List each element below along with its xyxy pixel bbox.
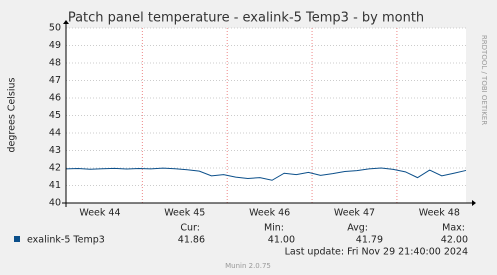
stat-header: Cur: bbox=[180, 223, 200, 234]
y-tick-label: 43 bbox=[49, 145, 61, 156]
x-tick-label: Week 47 bbox=[334, 208, 375, 219]
stat-value: 41.79 bbox=[356, 235, 383, 246]
grid bbox=[66, 27, 466, 203]
line bbox=[65, 167, 467, 181]
y-tick-label: 42 bbox=[49, 163, 61, 174]
y-tick-label: 48 bbox=[49, 58, 61, 69]
y-tick-label: 40 bbox=[49, 198, 61, 209]
last-update: Last update: Fri Nov 29 21:40:00 2024 bbox=[285, 247, 468, 258]
stat-header: Avg: bbox=[347, 223, 368, 234]
y-tick-label: 41 bbox=[49, 180, 61, 191]
x-tick-label: Week 46 bbox=[249, 208, 290, 219]
y-tick-label: 47 bbox=[49, 75, 61, 86]
y-tick-label: 49 bbox=[49, 40, 61, 51]
x-tick-label: Week 45 bbox=[164, 208, 205, 219]
stat-value: 42.00 bbox=[441, 235, 468, 246]
y-arrow bbox=[63, 20, 69, 24]
stat-header: Min: bbox=[264, 223, 284, 234]
legend-swatch bbox=[14, 236, 20, 242]
plot bbox=[65, 167, 467, 181]
y-tick-label: 44 bbox=[49, 128, 61, 139]
footer: Munin 2.0.75 bbox=[225, 262, 271, 270]
y-tick-label: 46 bbox=[49, 93, 61, 104]
stat-value: 41.00 bbox=[268, 235, 295, 246]
y-axis-label: degrees Celsius bbox=[7, 77, 18, 152]
stat-header: Max: bbox=[442, 223, 465, 234]
legend-label: exalink-5 Temp3 bbox=[27, 235, 105, 246]
x-tick-label: Week 44 bbox=[79, 208, 120, 219]
x-arrow bbox=[472, 200, 476, 206]
chart-title: Patch panel temperature - exalink-5 Temp… bbox=[68, 11, 424, 26]
x-tick-label: Week 48 bbox=[419, 208, 460, 219]
stat-value: 41.86 bbox=[178, 235, 205, 246]
y-tick-label: 45 bbox=[49, 110, 61, 121]
side-text: RRDTOOL / TOBI OETIKER bbox=[480, 35, 488, 125]
y-tick-label: 50 bbox=[49, 23, 61, 34]
